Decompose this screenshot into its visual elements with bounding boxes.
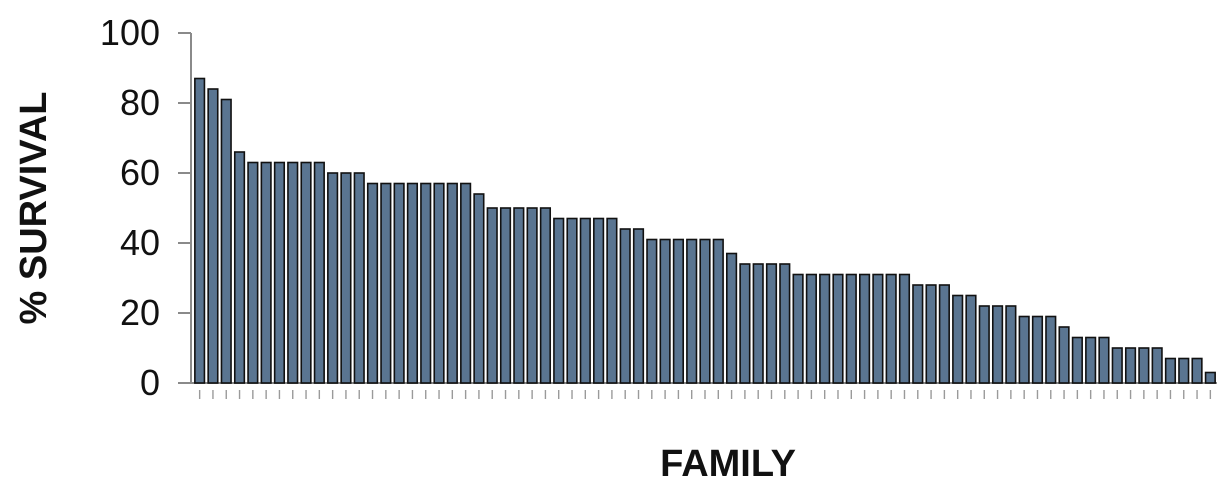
bar <box>792 273 804 384</box>
bar <box>406 182 419 384</box>
y-ticks: 0 20 40 60 80 100 <box>100 12 191 403</box>
y-tick-label: 100 <box>100 12 160 53</box>
bar <box>1138 347 1150 384</box>
bar <box>593 217 605 384</box>
bar <box>632 228 645 384</box>
bar <box>260 161 272 384</box>
bar <box>1058 326 1070 384</box>
bar <box>327 172 339 384</box>
bar <box>765 263 778 384</box>
bar <box>539 207 552 384</box>
bar <box>486 207 498 384</box>
bar <box>1071 336 1083 384</box>
bar <box>566 217 578 384</box>
bar <box>672 238 684 384</box>
bar <box>952 294 964 384</box>
bar <box>779 263 791 384</box>
bar <box>1164 357 1177 384</box>
bar <box>845 273 857 384</box>
bar <box>1045 315 1057 384</box>
bar <box>978 305 990 384</box>
bar <box>340 172 352 384</box>
bar <box>938 284 950 384</box>
y-tick-label: 80 <box>120 82 160 123</box>
x-ticks <box>198 390 1212 399</box>
y-tick-label: 20 <box>120 292 160 333</box>
bar <box>739 263 751 384</box>
bar <box>1018 315 1030 384</box>
bar <box>712 238 724 384</box>
bar <box>579 217 591 384</box>
bar <box>446 182 458 384</box>
bar <box>1124 347 1137 384</box>
bar <box>898 273 911 384</box>
y-tick-label: 40 <box>120 222 160 263</box>
bar <box>606 217 618 384</box>
bars <box>194 77 1216 384</box>
bar <box>473 193 485 384</box>
bar <box>912 284 924 384</box>
bar <box>287 161 299 384</box>
bar <box>433 182 445 384</box>
y-axis-label: % SURVIVAL <box>13 92 55 325</box>
bar <box>553 217 565 384</box>
bar <box>819 273 831 384</box>
bar <box>194 77 206 384</box>
bar <box>513 207 525 384</box>
bar <box>991 305 1004 384</box>
bar <box>300 161 312 384</box>
bar <box>1085 336 1097 384</box>
bar <box>1178 357 1190 384</box>
bar <box>726 252 738 384</box>
bar <box>273 161 286 384</box>
bar <box>393 182 405 384</box>
bar <box>313 161 325 384</box>
bar <box>885 273 897 384</box>
bar <box>659 238 671 384</box>
bar <box>380 182 392 384</box>
bar <box>646 238 658 384</box>
bar <box>366 182 379 384</box>
bar <box>619 228 631 384</box>
bar <box>233 151 246 384</box>
bar <box>220 98 232 384</box>
bar <box>1191 357 1203 384</box>
y-tick-label: 60 <box>120 152 160 193</box>
bar <box>686 238 698 384</box>
bar <box>752 263 764 384</box>
bar <box>1031 315 1044 384</box>
y-axis: 0 20 40 60 80 100 <box>100 12 192 403</box>
bar <box>499 207 512 384</box>
bar <box>805 273 817 384</box>
bar <box>699 238 711 384</box>
bar <box>1204 371 1216 384</box>
bar <box>207 88 219 384</box>
x-axis-label: FAMILY <box>660 443 796 479</box>
y-tick-label: 0 <box>140 362 160 403</box>
bar <box>1098 336 1110 384</box>
bar <box>353 172 365 384</box>
bar <box>965 294 977 384</box>
bar <box>1005 305 1017 384</box>
bar <box>858 273 871 384</box>
bar <box>526 207 538 384</box>
bar <box>832 273 844 384</box>
x-axis <box>191 382 1217 399</box>
bar <box>247 161 259 384</box>
bar <box>460 182 472 384</box>
bar <box>872 273 884 384</box>
bar <box>925 284 937 384</box>
bar <box>420 182 432 384</box>
bar <box>1151 347 1163 384</box>
bar <box>1111 347 1123 384</box>
